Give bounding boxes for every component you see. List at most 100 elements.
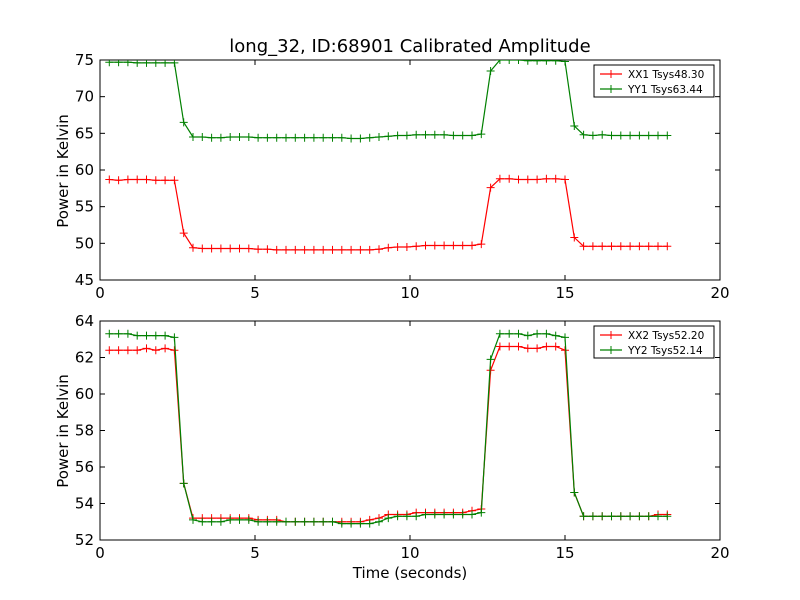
- bottom-series-line: [109, 333, 668, 525]
- top-data-point: [161, 60, 170, 67]
- top-data-point: [421, 130, 430, 139]
- bottom-data-point: [309, 517, 318, 526]
- top-data-point: [570, 233, 579, 242]
- top-data-point: [328, 133, 337, 142]
- top-data-point: [189, 243, 197, 252]
- top-data-point: [309, 133, 318, 142]
- bottom-data-point: [523, 331, 532, 340]
- bottom-data-point: [161, 331, 170, 340]
- bottom-data-point: [179, 479, 188, 488]
- top-data-point: [393, 243, 402, 251]
- bottom-data-point: [356, 519, 365, 528]
- top-data-point: [337, 245, 346, 254]
- top-data-point: [430, 241, 439, 250]
- bottom-data-point: [505, 342, 514, 351]
- top-ytick-label: 55: [75, 198, 94, 216]
- top-data-point: [412, 242, 421, 251]
- bottom-data-point: [570, 488, 579, 497]
- top-data-point: [514, 60, 523, 64]
- top-data-point: [226, 133, 235, 141]
- top-data-point: [235, 133, 244, 141]
- bottom-data-point: [226, 515, 235, 524]
- top-data-point: [291, 133, 300, 142]
- top-ytick-label: 75: [75, 51, 94, 69]
- top-data-point: [616, 242, 625, 251]
- bottom-plot: Power in Kelvin 0 5 10 15 20 52 54 56 58 60 62 64 XX…: [54, 312, 730, 562]
- bottom-data-point: [161, 344, 170, 353]
- top-data-point: [635, 242, 644, 251]
- bottom-data-point: [607, 512, 616, 521]
- bottom-ytick-label: 60: [75, 385, 94, 403]
- top-data-point: [282, 245, 290, 254]
- top-data-point: [263, 245, 272, 254]
- bottom-series-1: [105, 329, 672, 528]
- top-data-point: [328, 245, 337, 254]
- top-data-point: [477, 240, 486, 249]
- top-data-point: [402, 131, 411, 140]
- top-data-point: [644, 242, 653, 251]
- top-xtick-label: 0: [95, 284, 105, 302]
- top-data-point: [588, 131, 597, 140]
- bottom-data-point: [412, 512, 421, 521]
- bottom-data-point: [626, 512, 635, 521]
- top-data-point: [347, 245, 356, 254]
- top-data-point: [579, 130, 588, 139]
- bottom-data-point: [495, 342, 504, 351]
- top-data-point: [244, 244, 253, 253]
- top-legend-label: YY1 Tsys63.44: [627, 84, 703, 96]
- bottom-data-point: [588, 512, 597, 521]
- top-xtick-label: 5: [250, 284, 260, 302]
- bottom-data-point: [319, 517, 328, 526]
- bottom-data-point: [458, 510, 467, 519]
- top-data-point: [607, 131, 616, 140]
- bottom-data-point: [616, 512, 625, 521]
- top-data-point: [356, 245, 365, 254]
- top-plot-ylabel: Power in Kelvin: [54, 114, 72, 228]
- top-data-point: [300, 133, 309, 142]
- bottom-data-point: [244, 515, 253, 524]
- top-legend-label: XX1 Tsys48.30: [628, 69, 704, 81]
- top-data-point: [235, 244, 244, 253]
- bottom-data-point: [542, 329, 551, 338]
- top-data-point: [170, 60, 179, 67]
- top-series-line: [109, 178, 668, 251]
- top-data-point: [402, 243, 411, 251]
- top-data-point: [468, 131, 476, 140]
- top-data-point: [179, 229, 188, 238]
- top-data-point: [123, 175, 132, 184]
- top-data-point: [272, 133, 281, 142]
- top-data-point: [133, 60, 142, 67]
- bottom-data-point: [272, 517, 281, 526]
- bottom-data-point: [430, 510, 439, 519]
- bottom-data-point: [189, 515, 197, 524]
- top-data-point: [179, 118, 188, 127]
- bottom-xtick-label: 0: [95, 544, 105, 562]
- bottom-legend: XX2 Tsys52.20 YY2 Tsys52.14: [593, 325, 715, 359]
- top-data-point: [440, 241, 449, 250]
- top-ytick-label: 65: [75, 124, 94, 142]
- bottom-data-point: [105, 329, 114, 338]
- top-data-point: [654, 242, 662, 251]
- bottom-series-line: [109, 345, 668, 523]
- bottom-data-point: [328, 517, 337, 526]
- top-ytick-label: 70: [75, 88, 94, 106]
- top-ytick-label: 60: [75, 161, 94, 179]
- bottom-legend-label: XX2 Tsys52.20: [628, 330, 704, 342]
- bottom-data-point: [170, 333, 179, 342]
- bottom-data-point: [142, 344, 151, 353]
- bottom-data-point: [635, 512, 644, 521]
- top-data-point: [226, 244, 235, 253]
- bottom-ytick-label: 58: [75, 422, 94, 440]
- bottom-data-point: [282, 517, 290, 526]
- bottom-data-point: [551, 331, 560, 340]
- top-data-point: [142, 175, 151, 184]
- top-data-point: [300, 245, 309, 254]
- bottom-data-point: [337, 519, 346, 528]
- top-data-point: [216, 244, 225, 253]
- bottom-ytick-label: 56: [75, 458, 94, 476]
- top-data-point: [375, 245, 383, 254]
- top-data-point: [161, 176, 170, 185]
- top-data-point: [551, 174, 560, 183]
- top-data-point: [105, 175, 114, 184]
